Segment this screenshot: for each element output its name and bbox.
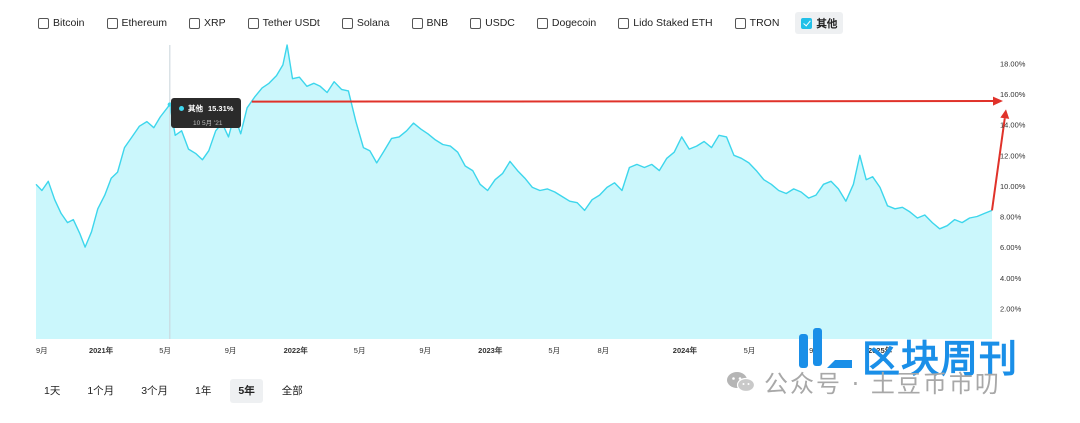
- legend-label: TRON: [749, 17, 780, 29]
- range-button[interactable]: 1个月: [87, 385, 115, 397]
- range-button[interactable]: 3个月: [141, 385, 169, 397]
- wechat-icon: [727, 371, 756, 392]
- x-tick-label: 2021年: [89, 345, 114, 355]
- x-tick-label: 2024年: [673, 345, 698, 355]
- legend: Bitcoin Ethereum XRP Tether USDt Solana BNB US…: [38, 12, 865, 34]
- x-tick-label: 9月: [225, 346, 237, 355]
- x-tick-label: 8月: [597, 346, 609, 355]
- range-button[interactable]: 全部: [281, 385, 303, 397]
- watermark-logo-icon: [799, 328, 852, 368]
- watermark-title: 区块周刊: [862, 337, 1019, 381]
- checkbox-icon[interactable]: [189, 17, 201, 29]
- y-tick-label: 18.00%: [1000, 59, 1026, 68]
- rising-arrowhead: [1000, 109, 1010, 119]
- horizontal-arrowhead: [993, 96, 1003, 106]
- x-tick-label: 9月: [419, 346, 431, 355]
- series-area-fill: [36, 45, 992, 339]
- x-tick-label: 2022年: [284, 345, 309, 355]
- checkbox-icon[interactable]: [618, 17, 630, 29]
- legend-label: Bitcoin: [53, 17, 85, 29]
- legend-item[interactable]: USDC: [470, 12, 515, 34]
- tooltip-series-name: 其他: [188, 104, 203, 113]
- legend-label: Dogecoin: [551, 17, 597, 29]
- range-button[interactable]: 1年: [195, 385, 212, 397]
- checkbox-icon[interactable]: [470, 17, 482, 29]
- series-line: [35, 44, 993, 248]
- crosshair-layer: [167, 45, 173, 339]
- legend-item[interactable]: BNB: [411, 12, 449, 34]
- legend-label: Solana: [356, 17, 390, 29]
- range-button[interactable]: 5年: [230, 379, 263, 403]
- x-tick-label: 5月: [159, 346, 171, 355]
- legend-item[interactable]: Lido Staked ETH: [618, 12, 713, 34]
- legend-item[interactable]: XRP: [189, 12, 226, 34]
- y-tick-label: 4.00%: [1000, 274, 1022, 283]
- x-tick-label: 5月: [548, 346, 560, 355]
- y-tick-label: 12.00%: [1000, 151, 1026, 160]
- legend-label: XRP: [204, 17, 226, 29]
- checkbox-icon[interactable]: [247, 17, 259, 29]
- tooltip-value: 15.31%: [208, 104, 234, 113]
- checkbox-icon[interactable]: [341, 17, 353, 29]
- watermark-subtitle-row: 公众号 · 土豆币市叨: [726, 364, 1001, 399]
- crosshair-point: [167, 102, 173, 107]
- tooltip-date: 10 5月 '21: [193, 120, 223, 127]
- legend-label: Tether USDt: [262, 17, 320, 29]
- x-axis: 9月2021年5月9月2022年5月9月2023年5月8月2024年5月9月20…: [36, 345, 893, 355]
- checkbox-icon[interactable]: [106, 17, 118, 29]
- checkbox-icon[interactable]: [734, 17, 746, 29]
- legend-item[interactable]: Dogecoin: [536, 12, 597, 34]
- range-button[interactable]: 1天: [44, 385, 61, 397]
- tooltip-value-row: 其他 15.31%: [179, 103, 233, 114]
- legend-item[interactable]: Bitcoin: [38, 12, 85, 34]
- x-tick-label: 5月: [744, 346, 756, 355]
- series-dot-icon: [179, 106, 184, 111]
- y-tick-label: 2.00%: [1000, 304, 1022, 313]
- watermark-subtitle: 公众号 · 土豆币市叨: [764, 370, 1001, 398]
- checkbox-icon[interactable]: [411, 17, 423, 29]
- chart-tooltip: 其他 15.31% 10 5月 '21: [171, 98, 241, 128]
- checkbox-checked-icon[interactable]: [801, 17, 813, 29]
- horizontal-arrow-line: [251, 100, 996, 103]
- legend-item[interactable]: TRON: [734, 12, 780, 34]
- legend-label: BNB: [426, 17, 449, 29]
- annotation-layer: [251, 96, 1010, 211]
- checkbox-icon[interactable]: [536, 17, 548, 29]
- rising-arrow-line: [991, 118, 1006, 211]
- legend-label: Lido Staked ETH: [633, 17, 713, 29]
- legend-item[interactable]: Ethereum: [106, 12, 168, 34]
- y-tick-label: 14.00%: [1000, 121, 1026, 130]
- legend-label: 其他: [816, 17, 838, 30]
- legend-item[interactable]: Solana: [341, 12, 390, 34]
- checkbox-icon[interactable]: [38, 17, 49, 29]
- area-layer: [35, 44, 993, 339]
- y-tick-label: 8.00%: [1000, 213, 1022, 222]
- y-tick-label: 16.00%: [1000, 90, 1026, 99]
- time-range-selector: 1天 1个月 3个月 1年 5年 全部: [36, 379, 322, 403]
- legend-label: USDC: [485, 17, 515, 29]
- legend-label: Ethereum: [121, 17, 168, 29]
- y-axis: 2.00% 4.00% 6.00% 8.00% 10.00% 12.00% 14.00% 16…: [1000, 59, 1026, 313]
- x-tick-label: 9月: [36, 346, 48, 355]
- y-tick-label: 10.00%: [1000, 182, 1026, 191]
- x-tick-label: 5月: [354, 346, 366, 355]
- legend-item[interactable]: Tether USDt: [247, 12, 320, 34]
- legend-item[interactable]: 其他: [795, 12, 844, 34]
- x-tick-label: 2025年: [868, 345, 893, 355]
- x-tick-label: 2023年: [478, 345, 503, 355]
- y-tick-label: 6.00%: [1000, 243, 1022, 252]
